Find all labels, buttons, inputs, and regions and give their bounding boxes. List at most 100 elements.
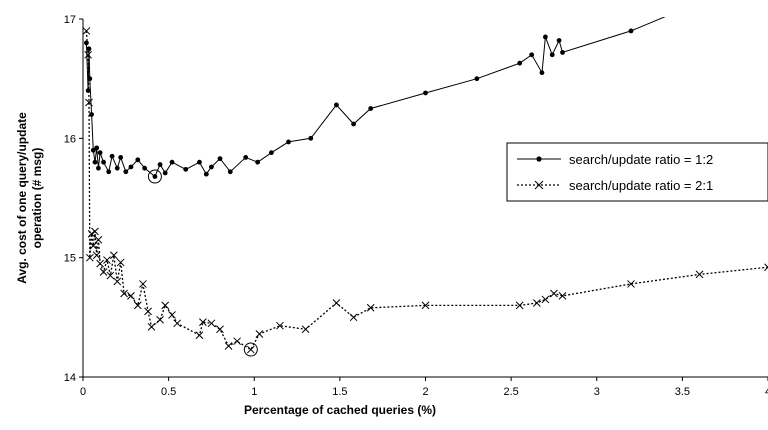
series-2-point: [550, 289, 558, 298]
x-tick-label: 4: [765, 386, 768, 398]
series-1-point: [255, 159, 261, 165]
series-2-point: [276, 321, 284, 330]
series-2-point: [627, 280, 635, 288]
x-tick-label: 0.5: [161, 386, 176, 398]
series-1-point: [243, 155, 249, 160]
series-2-point: [515, 301, 524, 310]
plot-area: [83, 17, 768, 357]
series-1-point: [135, 157, 141, 163]
series-2-point: [558, 291, 567, 300]
x-tick-label: 0: [80, 386, 86, 398]
series-1-point: [423, 90, 428, 96]
y-tick-label: 15: [64, 253, 76, 265]
series-1-point: [560, 50, 565, 55]
series-1-point: [97, 150, 103, 156]
series-2-point: [91, 227, 99, 236]
series-2-point: [255, 330, 264, 338]
y-axis-title: Avg. cost of one query/update operation …: [15, 112, 44, 284]
series-1-point: [162, 170, 168, 176]
series-1-point: [286, 139, 291, 145]
series-2-point: [156, 315, 164, 324]
series-2-point: [421, 301, 430, 310]
series-2-point: [133, 301, 142, 310]
series-2-point: [84, 50, 92, 59]
series-1-point: [197, 159, 202, 165]
series-1-point: [209, 164, 214, 170]
series-1-point: [90, 147, 96, 153]
series-2-point: [532, 299, 541, 307]
legend-label-series-1: search/update ratio = 1:2: [569, 152, 713, 167]
series-1-point: [542, 34, 548, 40]
y-tick-label: 17: [64, 14, 76, 26]
series-1-point: [84, 40, 89, 46]
series-2-point: [144, 307, 152, 316]
series-1-point: [96, 165, 101, 171]
series-1-point: [152, 174, 158, 179]
series-1-point: [169, 159, 175, 165]
series-1-point: [183, 166, 189, 172]
series-2-point: [195, 331, 204, 340]
legend-marker-series-1: [536, 156, 542, 162]
series-1-point: [123, 169, 129, 175]
series-2-point: [85, 98, 93, 107]
series-1-point: [517, 60, 523, 66]
x-tick-label: 3: [594, 386, 600, 398]
series-1-point: [94, 145, 100, 151]
series-1: [84, 17, 666, 184]
series-2-point: [127, 291, 135, 300]
series-1-point: [539, 70, 545, 76]
series-1-point: [351, 121, 356, 127]
series-2-point: [233, 337, 241, 346]
series-2-point: [199, 318, 207, 326]
series-2-point: [168, 311, 176, 319]
series-1-point: [529, 52, 535, 58]
x-tick-label: 2: [422, 386, 428, 398]
series-1-point: [203, 171, 209, 177]
series-2-point: [695, 270, 704, 279]
series-1-point: [628, 28, 634, 34]
series-1-point: [334, 102, 339, 108]
series-1-point: [217, 156, 223, 162]
series-1-point: [368, 106, 374, 111]
series-1-point: [89, 112, 94, 117]
series-1-point: [92, 159, 98, 165]
series-1-point: [474, 76, 480, 82]
series-2-point: [109, 251, 118, 260]
series-2-point: [173, 319, 182, 328]
series-1-point: [142, 165, 148, 171]
series-2-point: [106, 271, 115, 280]
series-1-point: [114, 165, 120, 171]
series-2-point: [541, 295, 550, 304]
series-2-point: [113, 277, 122, 286]
series-2-point: [147, 323, 156, 331]
y-axis-ticks: 14 15 16 17: [64, 14, 83, 384]
series-2-minimum-marker: [243, 342, 258, 357]
legend-marker-series-2: [534, 180, 544, 190]
series-1-point: [268, 150, 274, 156]
series-1-point: [118, 155, 124, 160]
legend-box: [506, 142, 768, 202]
series-2-point: [349, 313, 358, 322]
series-2-point: [224, 342, 233, 350]
series-1-point: [101, 159, 106, 165]
series-1-point: [106, 169, 112, 175]
series-1-point: [549, 52, 555, 58]
series-2: [83, 27, 768, 357]
series-1-minimum-marker: [147, 169, 162, 184]
series-2-point: [85, 253, 94, 262]
x-tick-label: 2.5: [503, 386, 518, 398]
legend-label-series-2: search/update ratio = 2:1: [569, 178, 713, 193]
series-2-point: [207, 319, 216, 328]
y-tick-label: 14: [64, 372, 76, 384]
series-2-point: [92, 251, 101, 260]
series-1-point: [109, 153, 115, 159]
series-2-point: [139, 280, 147, 288]
x-tick-label: 1: [251, 386, 257, 398]
x-tick-label: 1.5: [332, 386, 347, 398]
series-2-point: [161, 301, 170, 310]
series-2-point: [301, 325, 310, 334]
series-2-point: [332, 299, 341, 307]
y-axis-title-line-1: Avg. cost of one query/update: [15, 112, 29, 284]
series-1-point: [157, 162, 163, 167]
